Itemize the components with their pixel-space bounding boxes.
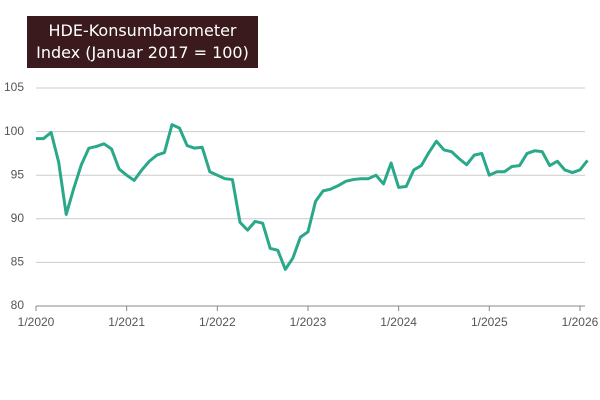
x-tick-label: 1/2025 [471,315,508,329]
y-tick-label: 95 [11,167,25,181]
chart-subtitle: Index (Januar 2017 = 100) [36,43,249,62]
y-tick-label: 105 [4,80,24,94]
y-tick-label: 80 [11,298,25,312]
y-tick-label: 90 [11,211,25,225]
x-tick-label: 1/2020 [18,315,55,329]
title-box: HDE-Konsumbarometer Index (Januar 2017 =… [27,16,258,68]
x-tick-label: 1/2026 [562,315,599,329]
data-line [36,123,589,271]
x-tick-label: 1/2024 [380,315,417,329]
y-tick-label: 100 [4,124,24,138]
x-tick-label: 1/2023 [290,315,327,329]
x-tick-label: 1/2021 [108,315,145,329]
chart-title: HDE-Konsumbarometer [48,21,237,40]
y-tick-label: 85 [11,255,25,269]
x-tick-label: 1/2022 [199,315,236,329]
